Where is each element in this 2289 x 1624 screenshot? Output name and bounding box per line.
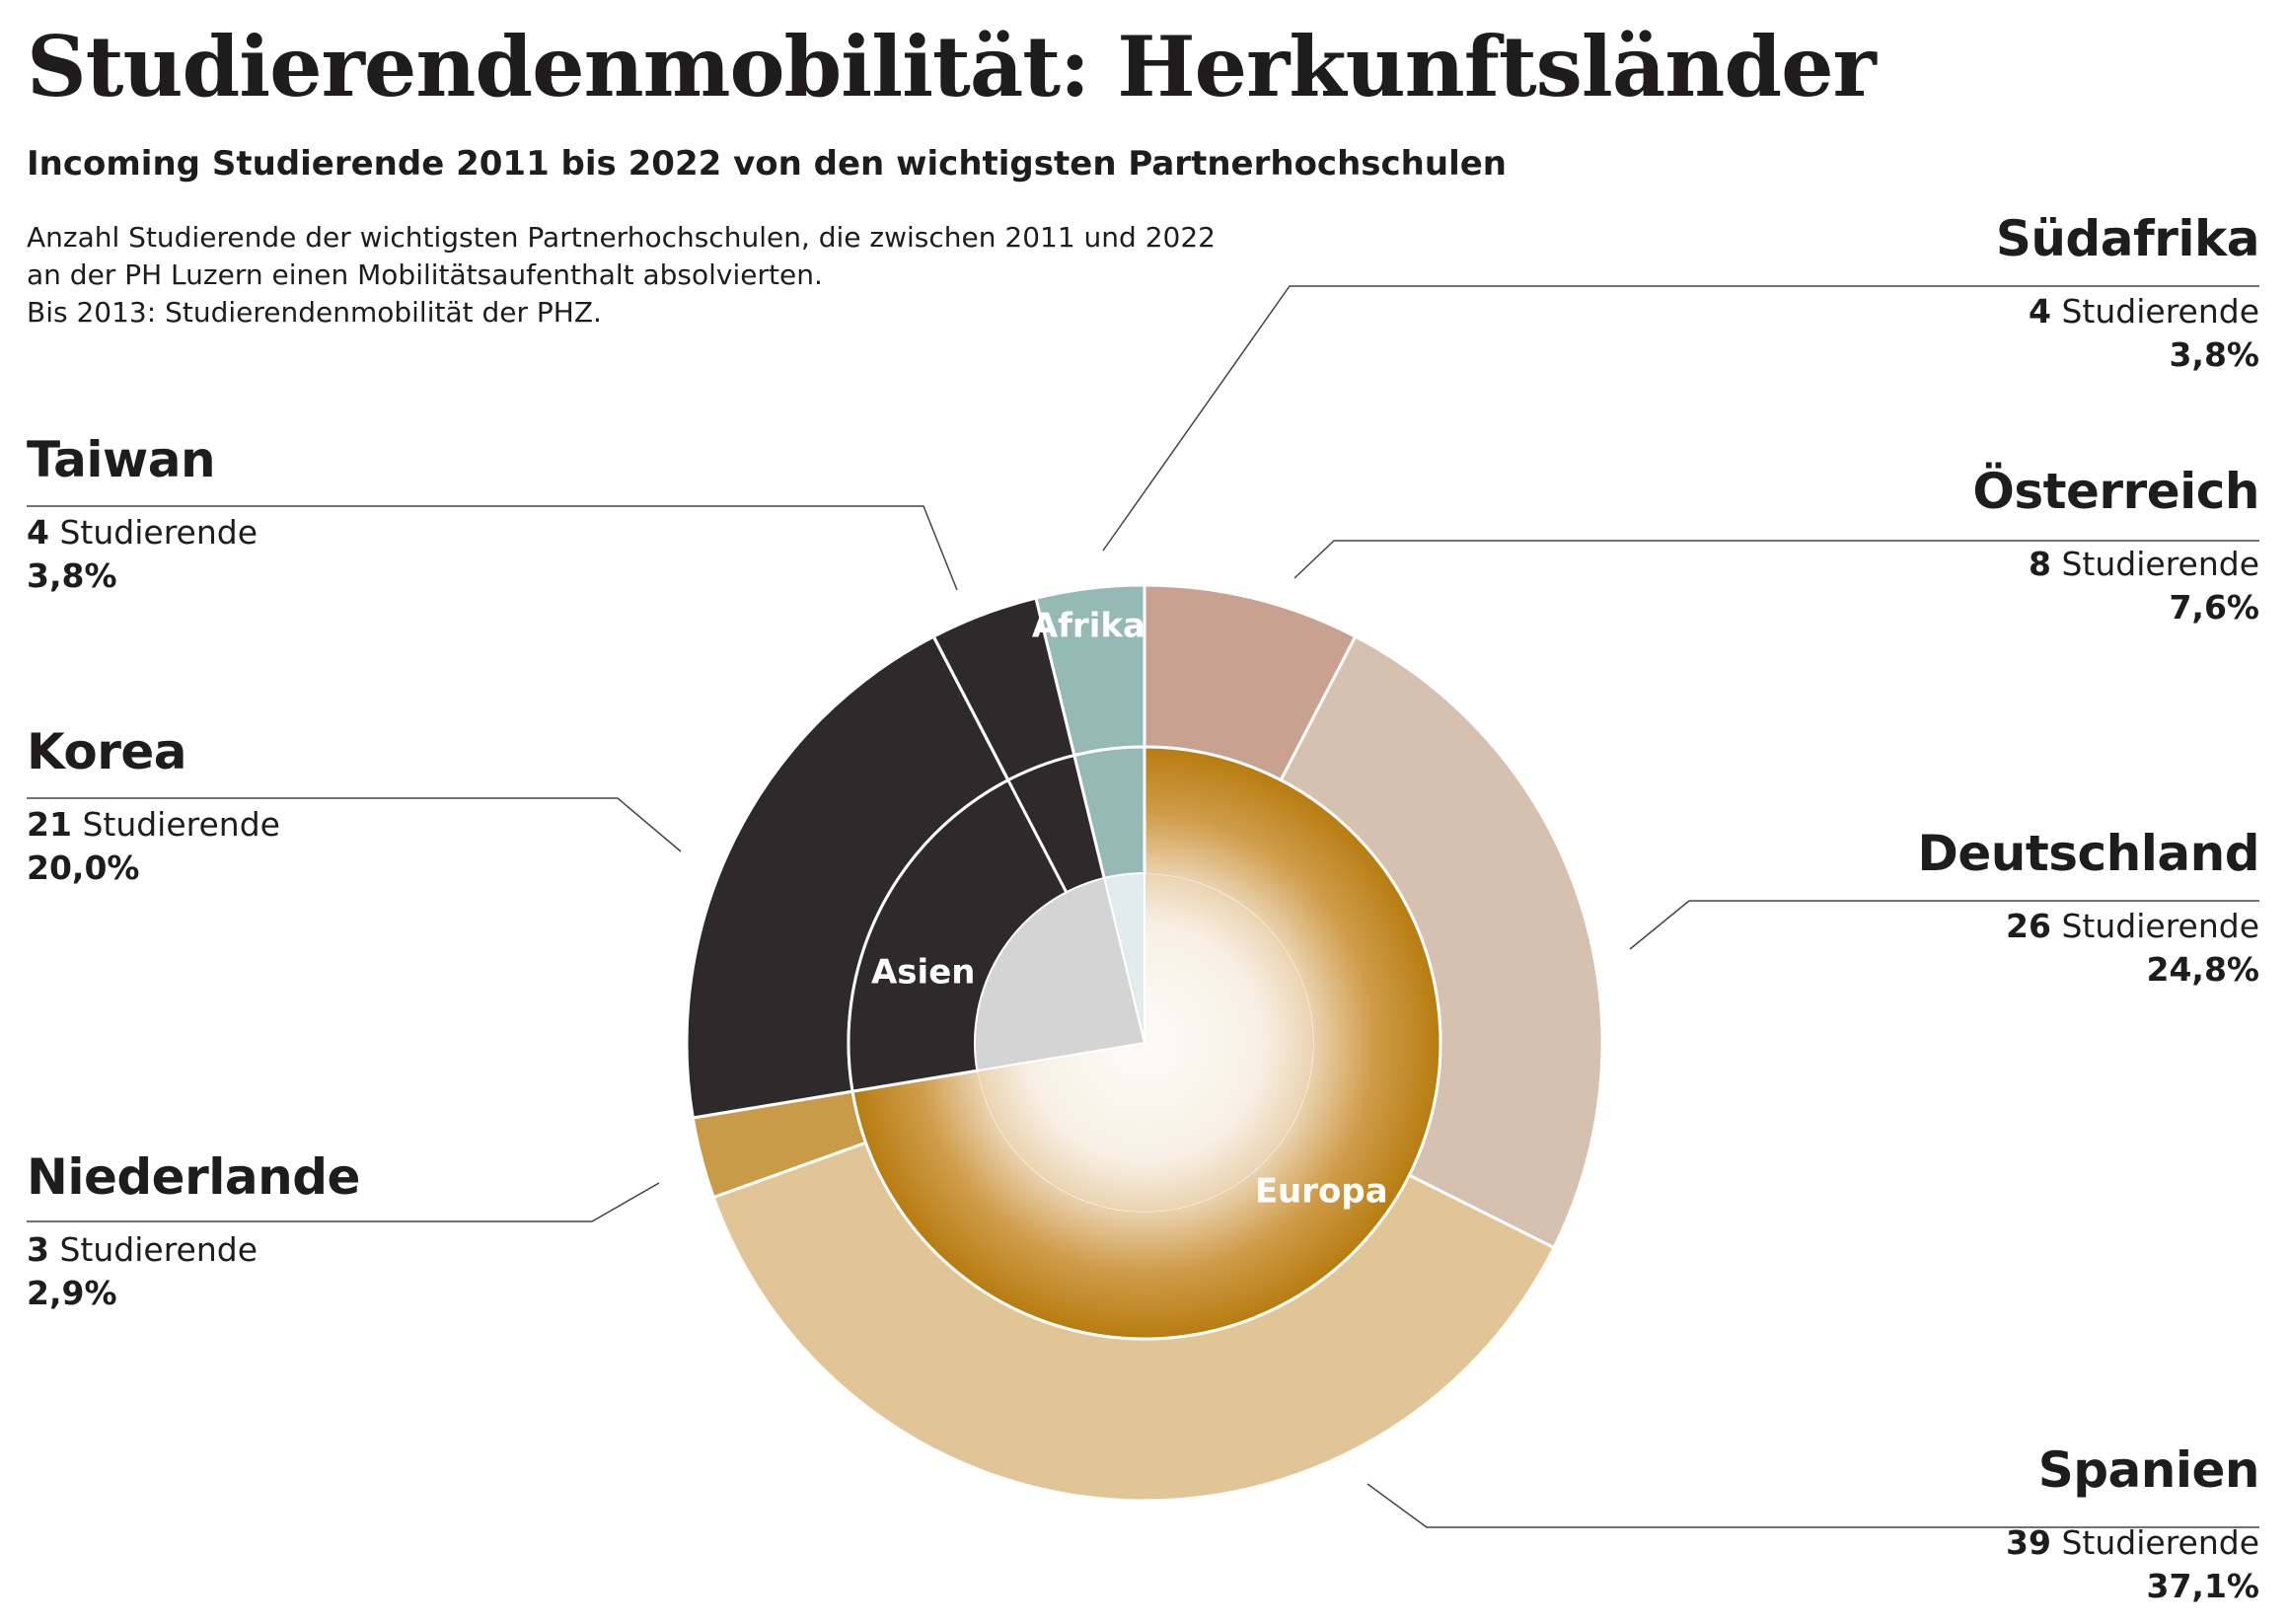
label-taiwan: Taiwan 4 Studierende 3,8% [27, 428, 776, 598]
label-deutschland: Deutschland 26 Studierende 24,8% [1510, 822, 2259, 992]
percent-value: 3,8% [2169, 335, 2259, 374]
inner-ring [847, 745, 1442, 1341]
count-unit: Studierende [2061, 1523, 2259, 1562]
label-niederlande: Niederlande 3 Studierende 2,9% [27, 1145, 776, 1315]
country-name: Korea [27, 723, 187, 780]
leader-line-korea [27, 797, 682, 852]
center-wedge-europa [978, 874, 1314, 1212]
leader-line-taiwan [27, 505, 958, 591]
label-oesterreich: Österreich 8 Studierende 7,6% [1510, 460, 2259, 629]
country-name: Spanien [2037, 1441, 2260, 1499]
country-name: Südafrika [1995, 210, 2260, 267]
center-wedge-asien [974, 876, 1146, 1072]
percent-value: 7,6% [2169, 588, 2259, 627]
inner-label-asien: Asien [871, 952, 975, 992]
note-line: Bis 2013: Studierendenmobilität der PHZ. [27, 296, 602, 329]
count-value: 26 [2006, 907, 2051, 945]
note-line: Anzahl Studierende der wichtigsten Partn… [27, 221, 1216, 254]
count-line: 3 Studierende [27, 1228, 776, 1272]
count-unit: Studierende [2061, 292, 2259, 331]
leader-line-oesterreich [1293, 540, 2259, 579]
label-suedafrika: Südafrika 4 Studierende 3,8% [1510, 207, 2260, 377]
count-value: 39 [2006, 1523, 2051, 1562]
count-value: 3 [27, 1230, 49, 1269]
chart-note: Anzahl Studierende der wichtigsten Partn… [27, 219, 1216, 332]
percent-value: 24,8% [2146, 950, 2260, 989]
count-unit: Studierende [59, 513, 258, 552]
inner-label-europa: Europa [1255, 1171, 1388, 1211]
count-value: 21 [27, 805, 72, 844]
count-value: 4 [27, 513, 49, 552]
count-unit: Studierende [2061, 545, 2259, 583]
count-line: 4 Studierende [27, 511, 776, 554]
count-value: 8 [2029, 545, 2051, 583]
center-wedge-afrika [1103, 871, 1145, 1044]
leader-line-deutschland [1629, 900, 2259, 950]
percent-value: 37,1% [2146, 1567, 2260, 1605]
leader-line-niederlande [27, 1182, 660, 1222]
count-value: 4 [2029, 292, 2051, 331]
count-line: 21 Studierende [27, 803, 776, 847]
country-name: Niederlande [27, 1148, 360, 1206]
chart-subtitle: Incoming Studierende 2011 bis 2022 von d… [27, 144, 1508, 184]
country-name: Deutschland [1917, 825, 2259, 882]
count-unit: Studierende [82, 805, 280, 844]
inner-ring-labels: Europa Asien Afrika [871, 607, 1388, 1212]
inner-label-afrika: Afrika [1032, 607, 1145, 646]
percent-value: 3,8% [27, 556, 117, 595]
leader-line-suedafrika [1102, 285, 2259, 552]
label-spanien: Spanien 39 Studierende 37,1% [1510, 1439, 2259, 1608]
label-korea: Korea 21 Studierende 20,0% [27, 720, 776, 890]
leader-lines [27, 285, 2259, 1528]
country-name: Österreich [1972, 463, 2259, 520]
country-name: Taiwan [27, 431, 216, 488]
leader-line-spanien [1366, 1483, 2259, 1528]
outer-ring [685, 583, 1604, 1503]
count-line: 8 Studierende [1510, 543, 2259, 586]
count-line: 26 Studierende [1510, 905, 2259, 948]
count-unit: Studierende [59, 1230, 258, 1269]
chart-title: Studierendenmobilität: Herkunftsländer [27, 18, 1877, 115]
note-line: an der PH Luzern einen Mobilitätsaufenth… [27, 258, 823, 291]
count-line: 4 Studierende [1510, 290, 2259, 333]
center-disc [931, 635, 1314, 1212]
count-unit: Studierende [2061, 907, 2259, 945]
slice-separator [931, 635, 1069, 894]
count-line: 39 Studierende [1510, 1521, 2259, 1565]
percent-value: 2,9% [27, 1274, 117, 1312]
percent-value: 20,0% [27, 849, 140, 887]
